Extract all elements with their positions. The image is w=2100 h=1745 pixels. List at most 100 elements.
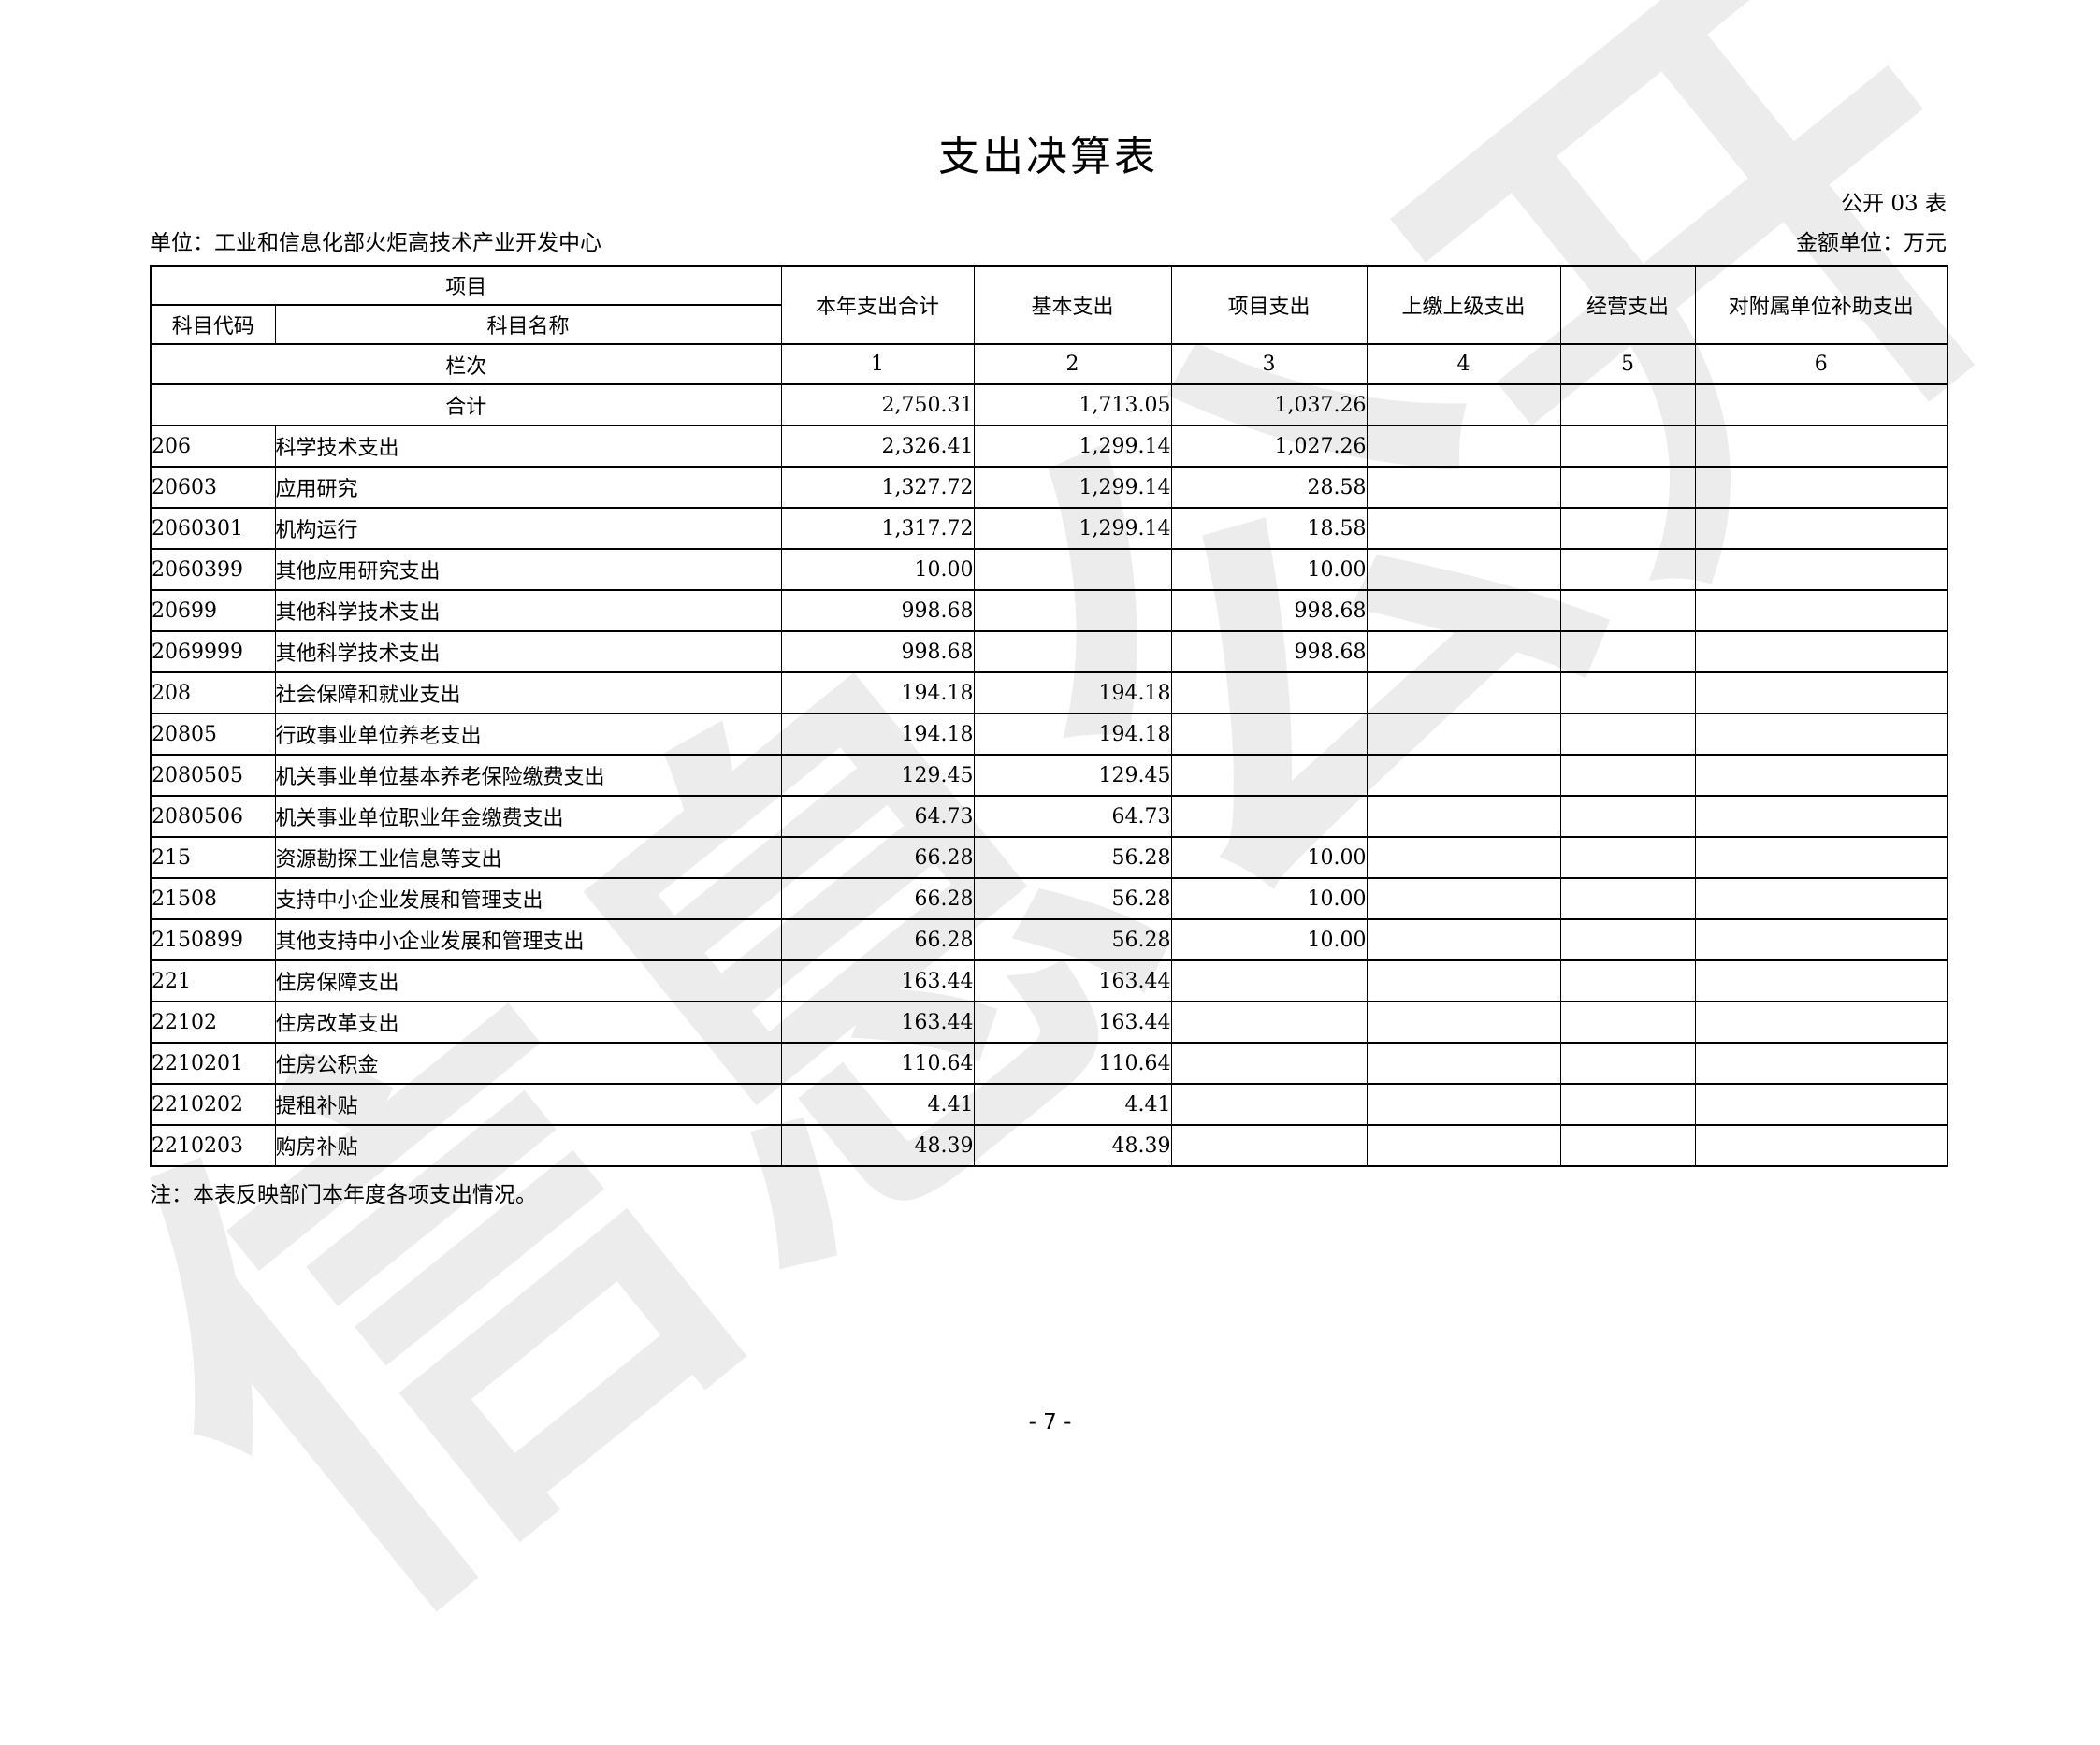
cell-value: 194.18 <box>973 671 1172 714</box>
cell-value <box>1559 918 1696 961</box>
cell-value <box>1694 1042 1948 1085</box>
cell-value: 110.64 <box>973 1042 1172 1085</box>
amount-unit-label: 金额单位：万元 <box>1796 231 1947 255</box>
subject-name: 其他应用研究支出 <box>274 548 782 591</box>
subject-code: 20805 <box>150 713 276 756</box>
table-row: 221 住房保障支出 163.44 163.44 <box>150 959 1948 1002</box>
cell-value: 10.00 <box>1170 877 1368 920</box>
cell-value <box>1559 630 1696 673</box>
cell-value <box>1559 466 1696 509</box>
column-index: 1 <box>780 343 975 385</box>
total-row: 合计 2,750.31 1,713.05 1,037.26 <box>150 383 1948 426</box>
cell-value: 10.00 <box>1170 918 1368 961</box>
cell-value <box>1694 507 1948 550</box>
subject-name: 住房公积金 <box>274 1042 782 1085</box>
subject-name: 机构运行 <box>274 507 782 550</box>
subject-code: 21508 <box>150 877 276 920</box>
subject-code: 2080505 <box>150 754 276 797</box>
cell-value: 18.58 <box>1170 507 1368 550</box>
cell-value <box>1694 1001 1948 1044</box>
cell-value <box>1694 713 1948 756</box>
cell-value <box>1694 425 1948 468</box>
column-index: 2 <box>973 343 1172 385</box>
subject-name: 其他科学技术支出 <box>274 589 782 632</box>
cell-value <box>973 548 1172 591</box>
table-row: 22102 住房改革支出 163.44 163.44 <box>150 1001 1948 1044</box>
cell-value: 1,299.14 <box>973 507 1172 550</box>
cell-value: 129.45 <box>973 754 1172 797</box>
cell-value: 129.45 <box>780 754 975 797</box>
subject-code: 2080506 <box>150 795 276 838</box>
column-header: 对附属单位补助支出 <box>1694 265 1948 345</box>
cell-value <box>973 630 1172 673</box>
table-row: 20699 其他科学技术支出 998.68 998.68 <box>150 589 1948 632</box>
cell-value <box>1559 507 1696 550</box>
cell-value <box>1170 754 1368 797</box>
cell-value <box>1559 836 1696 879</box>
cell-value <box>1366 1124 1561 1167</box>
cell-value <box>1694 959 1948 1002</box>
cell-value: 1,327.72 <box>780 466 975 509</box>
table-row: 2069999 其他科学技术支出 998.68 998.68 <box>150 630 1948 673</box>
cell-value <box>1559 589 1696 632</box>
cell-value: 998.68 <box>1170 589 1368 632</box>
header-row-project: 项目 本年支出合计 基本支出 项目支出 上缴上级支出 经营支出 对附属单位补助支出 <box>150 265 1948 345</box>
cell-value <box>1170 795 1368 838</box>
cell-value: 1,027.26 <box>1170 425 1368 468</box>
subject-code: 2069999 <box>150 630 276 673</box>
cell-value <box>1694 836 1948 879</box>
cell-value: 64.73 <box>973 795 1172 838</box>
cell-value: 66.28 <box>780 918 975 961</box>
column-index: 3 <box>1170 343 1368 385</box>
cell-value <box>1366 630 1561 673</box>
subject-code: 2060399 <box>150 548 276 591</box>
subject-name: 住房保障支出 <box>274 959 782 1002</box>
subject-name: 其他支持中小企业发展和管理支出 <box>274 918 782 961</box>
total-value: 1,037.26 <box>1170 383 1368 426</box>
cell-value <box>1694 466 1948 509</box>
subject-name: 购房补贴 <box>274 1124 782 1167</box>
cell-value <box>1366 795 1561 838</box>
cell-value: 1,299.14 <box>973 425 1172 468</box>
cell-value <box>1694 877 1948 920</box>
cell-value <box>1366 959 1561 1002</box>
header-row-subject: 科目代码 科目名称 <box>150 304 1948 345</box>
cell-value <box>1170 959 1368 1002</box>
cell-value: 56.28 <box>973 877 1172 920</box>
meta-row: 单位：工业和信息化部火炬高技术产业开发中心 金额单位：万元 <box>150 224 1947 256</box>
table-row: 20603 应用研究 1,327.72 1,299.14 28.58 <box>150 466 1948 509</box>
header-lanci: 栏次 <box>150 343 782 385</box>
cell-value <box>1366 466 1561 509</box>
cell-value <box>1694 1124 1948 1167</box>
column-header: 经营支出 <box>1559 265 1696 345</box>
table-row: 2080506 机关事业单位职业年金缴费支出 64.73 64.73 <box>150 795 1948 838</box>
subject-code: 20603 <box>150 466 276 509</box>
table-row: 206 科学技术支出 2,326.41 1,299.14 1,027.26 <box>150 425 1948 468</box>
subject-name: 科学技术支出 <box>274 425 782 468</box>
subject-code: 221 <box>150 959 276 1002</box>
column-index: 6 <box>1694 343 1948 385</box>
cell-value: 28.58 <box>1170 466 1368 509</box>
table-row: 21508 支持中小企业发展和管理支出 66.28 56.28 10.00 <box>150 877 1948 920</box>
column-header: 本年支出合计 <box>780 265 975 345</box>
total-value: 2,750.31 <box>780 383 975 426</box>
cell-value <box>1559 425 1696 468</box>
column-header: 基本支出 <box>973 265 1172 345</box>
cell-value: 163.44 <box>973 959 1172 1002</box>
unit-label: 单位：工业和信息化部火炬高技术产业开发中心 <box>150 231 601 255</box>
column-index: 5 <box>1559 343 1696 385</box>
cell-value <box>1170 1001 1368 1044</box>
table-row: 2060399 其他应用研究支出 10.00 10.00 <box>150 548 1948 591</box>
cell-value <box>1366 1042 1561 1085</box>
cell-value: 10.00 <box>1170 836 1368 879</box>
cell-value <box>1559 795 1696 838</box>
cell-value: 163.44 <box>780 959 975 1002</box>
subject-name: 住房改革支出 <box>274 1001 782 1044</box>
table-row: 208 社会保障和就业支出 194.18 194.18 <box>150 671 1948 714</box>
page-number: - 7 - <box>1028 1410 1072 1435</box>
total-value <box>1559 383 1696 426</box>
subject-code: 2060301 <box>150 507 276 550</box>
subject-code: 208 <box>150 671 276 714</box>
cell-value: 998.68 <box>1170 630 1368 673</box>
table-row: 2060301 机构运行 1,317.72 1,299.14 18.58 <box>150 507 1948 550</box>
